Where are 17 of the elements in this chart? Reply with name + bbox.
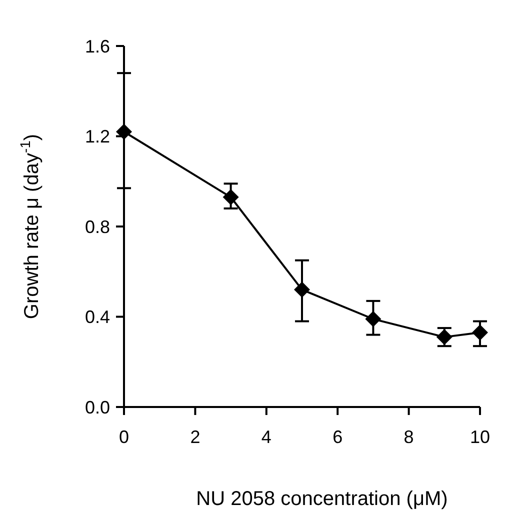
x-tick-label: 4 [261,427,272,447]
y-tick-label: 0.8 [84,216,110,237]
x-tick-label: 0 [118,427,130,447]
y-tick-label: 1.6 [84,36,110,56]
point [116,124,132,140]
x-tick-label: 2 [190,427,200,447]
point [472,324,488,341]
x-tick-label: 8 [404,427,414,447]
x-axis-title: NU 2058 concentration (μM) [196,488,448,510]
y-tick-label: 0.4 [84,307,110,328]
y-tick-label: 1.2 [84,126,110,147]
x-tick-label: 10 [470,427,490,447]
y-tick-label: 0.0 [84,397,110,418]
point [365,311,382,328]
point [222,189,239,206]
x-tick-label: 6 [332,427,343,447]
point [294,282,310,298]
